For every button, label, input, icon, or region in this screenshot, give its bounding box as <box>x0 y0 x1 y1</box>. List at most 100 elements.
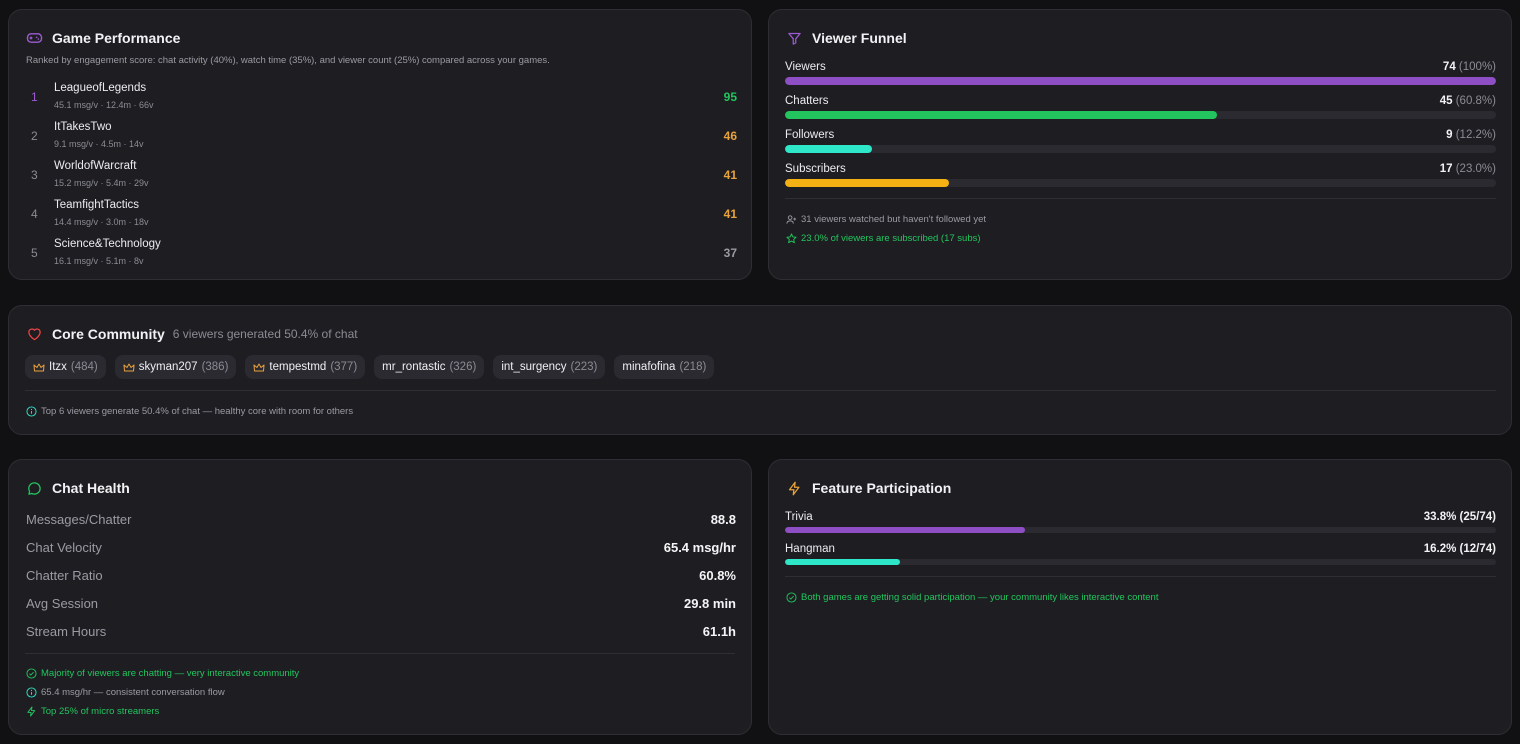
stat-value: 88.8 <box>710 512 736 527</box>
funnel-percent: (12.2%) <box>1455 129 1496 141</box>
viewer-funnel-title: Viewer Funnel <box>812 30 907 46</box>
chat-health-note-text: Majority of viewers are chatting — very … <box>41 668 300 679</box>
game-row[interactable]: 4 TeamfightTactics 14.4 msg/v · 3.0m · 1… <box>9 198 753 234</box>
divider <box>25 390 1496 391</box>
stat-label: Messages/Chatter <box>26 512 132 527</box>
funnel-count: 45 <box>1439 95 1453 107</box>
feature-bar-track <box>785 527 1496 533</box>
stat-label: Chat Velocity <box>26 540 102 555</box>
crown-icon <box>123 362 135 373</box>
member-count: (377) <box>330 361 358 373</box>
game-row[interactable]: 3 WorldofWarcraft 15.2 msg/v · 5.4m · 29… <box>9 159 753 195</box>
stat-label: Stream Hours <box>26 624 107 639</box>
divider <box>785 198 1496 199</box>
funnel-note-text: 31 viewers watched but haven't followed … <box>801 214 987 225</box>
chat-health-card: Chat Health Messages/Chatter 88.8 Chat V… <box>8 459 752 735</box>
chat-health-note-text: Top 25% of micro streamers <box>41 706 160 717</box>
feature-note: Both games are getting solid participati… <box>786 592 1158 603</box>
funnel-label: Subscribers <box>785 163 846 175</box>
info-icon <box>26 687 37 698</box>
stat-row: Stream Hours 61.1h <box>26 622 736 642</box>
feature-label: Trivia <box>785 511 813 523</box>
crown-icon <box>253 362 265 373</box>
member-chip[interactable]: Itzx (484) <box>25 355 106 379</box>
member-chip[interactable]: int_surgency (223) <box>493 355 606 379</box>
member-name: mr_rontastic <box>382 361 446 373</box>
heart-icon <box>25 325 43 343</box>
game-rank: 1 <box>31 90 38 104</box>
lightning-icon <box>785 479 803 497</box>
stat-value: 61.1h <box>702 624 736 639</box>
chat-health-title: Chat Health <box>52 480 130 496</box>
chat-health-note-text: 65.4 msg/hr — consistent conversation fl… <box>41 687 225 698</box>
game-name: ItTakesTwo <box>54 121 112 133</box>
stat-value: 65.4 msg/hr <box>663 540 736 555</box>
stat-row: Chatter Ratio 60.8% <box>26 566 736 586</box>
game-performance-card: Game Performance Ranked by engagement sc… <box>8 9 752 280</box>
funnel-bar-track <box>785 179 1496 187</box>
funnel-percent: (60.8%) <box>1455 95 1496 107</box>
funnel-label: Viewers <box>785 61 826 73</box>
feature-value: 33.8% (25/74) <box>1423 511 1496 523</box>
divider <box>25 653 735 654</box>
chat-health-note: Top 25% of micro streamers <box>26 706 159 717</box>
member-name: skyman207 <box>138 361 198 373</box>
stat-value: 60.8% <box>699 568 736 583</box>
divider <box>785 576 1496 577</box>
funnel-value: 17 (23.0%) <box>1440 163 1496 175</box>
funnel-percent: (23.0%) <box>1455 163 1496 175</box>
feature-row-hangman: Hangman 16.2% (12/74) <box>785 543 1496 573</box>
funnel-row-chatters: Chatters 45 (60.8%) <box>785 95 1496 125</box>
member-name: tempestmd <box>269 361 327 373</box>
funnel-note: 31 viewers watched but haven't followed … <box>786 214 986 225</box>
funnel-bar-track <box>785 77 1496 85</box>
game-score: 41 <box>723 168 737 182</box>
funnel-bar-fill <box>785 145 872 153</box>
game-name: WorldofWarcraft <box>54 160 137 172</box>
member-name: int_surgency <box>501 361 567 373</box>
game-row[interactable]: 5 Science&Technology 16.1 msg/v · 5.1m ·… <box>9 237 753 273</box>
game-rank: 3 <box>31 168 38 182</box>
chat-health-note: 65.4 msg/hr — consistent conversation fl… <box>26 687 225 698</box>
member-count: (386) <box>201 361 229 373</box>
funnel-percent: (100%) <box>1458 61 1496 73</box>
game-row[interactable]: 2 ItTakesTwo 9.1 msg/v · 4.5m · 14v 46 <box>9 120 753 156</box>
game-rank: 4 <box>31 207 38 221</box>
user-plus-icon <box>786 214 797 225</box>
game-score: 37 <box>723 246 737 260</box>
funnel-bar-track <box>785 145 1496 153</box>
gamepad-icon <box>25 29 43 47</box>
funnel-bar-fill <box>785 77 1496 85</box>
chat-health-note: Majority of viewers are chatting — very … <box>26 668 299 679</box>
member-chip[interactable]: minafofina (218) <box>614 355 715 379</box>
member-chip[interactable]: tempestmd (377) <box>245 355 366 379</box>
funnel-note: 23.0% of viewers are subscribed (17 subs… <box>786 233 981 244</box>
funnel-label: Chatters <box>785 95 829 107</box>
viewer-funnel-header: Viewer Funnel <box>785 29 907 47</box>
game-name: Science&Technology <box>54 238 161 250</box>
community-note: Top 6 viewers generate 50.4% of chat — h… <box>26 406 353 417</box>
community-member-list: Itzx (484) skyman207 (386) tempestmd (37… <box>25 355 723 379</box>
funnel-bar-track <box>785 111 1496 119</box>
community-note-text: Top 6 viewers generate 50.4% of chat — h… <box>41 406 354 417</box>
core-community-title: Core Community <box>52 326 165 342</box>
check-circle-icon <box>786 592 797 603</box>
game-row[interactable]: 1 LeagueofLegends 45.1 msg/v · 12.4m · 6… <box>9 81 753 117</box>
member-chip[interactable]: skyman207 (386) <box>114 355 237 379</box>
funnel-label: Followers <box>785 129 835 141</box>
funnel-icon <box>785 29 803 47</box>
zap-icon <box>26 706 37 717</box>
funnel-bar-fill <box>785 111 1218 119</box>
game-meta: 16.1 msg/v · 5.1m · 8v <box>54 256 144 266</box>
game-meta: 9.1 msg/v · 4.5m · 14v <box>54 139 144 149</box>
feature-note-text: Both games are getting solid participati… <box>801 592 1159 603</box>
game-performance-header: Game Performance <box>25 29 180 47</box>
funnel-value: 9 (12.2%) <box>1446 129 1496 141</box>
core-community-card: Core Community 6 viewers generated 50.4%… <box>8 305 1512 435</box>
info-icon <box>26 406 37 417</box>
chat-bubble-icon <box>25 479 43 497</box>
member-chip[interactable]: mr_rontastic (326) <box>374 355 485 379</box>
feature-participation-title: Feature Participation <box>812 480 952 496</box>
core-community-header: Core Community 6 viewers generated 50.4%… <box>25 325 358 343</box>
stat-value: 29.8 min <box>683 596 736 611</box>
